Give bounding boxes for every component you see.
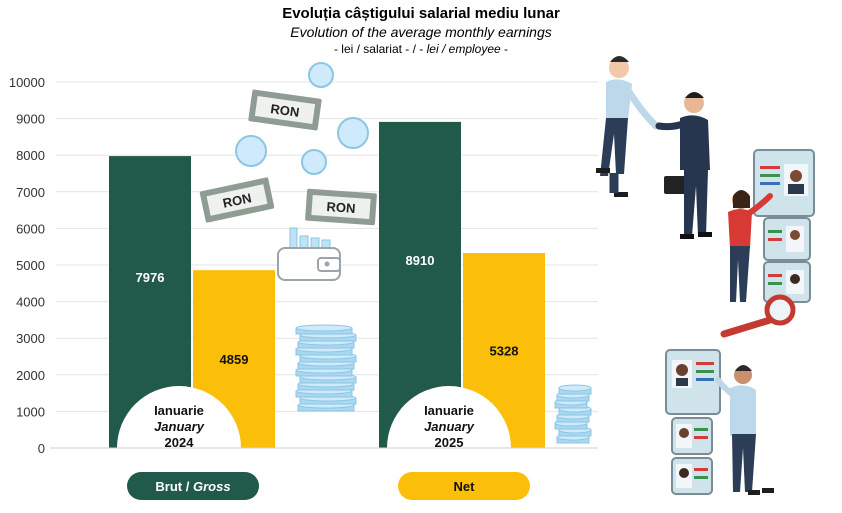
- coin-top: [558, 384, 592, 392]
- chart-header: Evoluția câștigului salarial mediu lunar…: [0, 4, 842, 57]
- bar-value-label: 5328: [490, 343, 519, 358]
- y-tick-label: 8000: [16, 148, 45, 163]
- period-year: 2024: [165, 435, 195, 450]
- profile-screens: [753, 149, 815, 303]
- coin-icon: [235, 135, 267, 167]
- legend-net-label: Net: [453, 478, 475, 494]
- banknote-icon: RON: [199, 177, 275, 223]
- period-badge: [387, 386, 511, 448]
- businessman-left: [596, 56, 660, 197]
- y-tick-label: 10000: [9, 75, 45, 90]
- bar-value-label: 7976: [136, 270, 165, 285]
- banknote-text: RON: [326, 199, 356, 216]
- chart-subtitle: Evolution of the average monthly earning…: [290, 24, 552, 40]
- unit-label-en: lei / employee: [426, 42, 501, 56]
- unit-label-ro: - lei / salariat - / -: [333, 42, 427, 56]
- y-tick-label: 3000: [16, 331, 45, 346]
- y-axis-ticks: 0 1000 2000 3000 4000 5000 6000 7000 8000 9000 100…: [9, 75, 45, 456]
- legend-brut: Brut / Gross: [127, 472, 259, 500]
- period-badge: [117, 386, 241, 448]
- y-tick-label: 1000: [16, 404, 45, 419]
- chart-title: Evoluția câștigului salarial mediu lunar: [282, 5, 560, 22]
- unit-label-end: -: [500, 42, 509, 56]
- decorations: RON RON RON: [199, 56, 815, 495]
- legend-brut-label-ro: Brut: [155, 478, 183, 494]
- period-month-ro: Ianuarie: [154, 403, 204, 418]
- coin-icon: [301, 149, 327, 175]
- legend-net: Net: [398, 472, 530, 500]
- chart-unit-label: - lei / salariat - / - lei / employee -: [0, 41, 842, 57]
- y-tick-label: 2000: [16, 368, 45, 383]
- bar-value-label: 4859: [220, 352, 249, 367]
- y-tick-label: 7000: [16, 185, 45, 200]
- coin-icon: [308, 62, 334, 88]
- bar-value-label: 8910: [406, 253, 435, 268]
- coin-stack-icon: [554, 384, 592, 444]
- legend-brut-label-en: Gross: [192, 478, 231, 494]
- wallet-icon: [277, 227, 341, 281]
- coin-top: [295, 324, 353, 332]
- coin-icon: [337, 117, 369, 149]
- y-tick-label: 0: [38, 441, 45, 456]
- woman-figure: [720, 190, 796, 338]
- y-tick-label: 5000: [16, 258, 45, 273]
- y-tick-label: 6000: [16, 221, 45, 236]
- y-tick-label: 4000: [16, 295, 45, 310]
- analyst-illustration: [665, 349, 774, 495]
- banknote-icon: RON: [305, 188, 377, 226]
- businessman-right: [655, 92, 712, 239]
- banknote-text: RON: [221, 190, 252, 211]
- period-month-ro: Ianuarie: [424, 403, 474, 418]
- banknote-text: RON: [270, 101, 301, 120]
- period-year: 2025: [435, 435, 464, 450]
- period-month-en: January: [424, 419, 475, 434]
- banknote-icon: RON: [248, 89, 322, 131]
- coin-stack-icon: [295, 324, 357, 412]
- period-month-en: January: [154, 419, 205, 434]
- y-tick-label: 9000: [16, 112, 45, 127]
- business-people-illustration: [596, 56, 815, 495]
